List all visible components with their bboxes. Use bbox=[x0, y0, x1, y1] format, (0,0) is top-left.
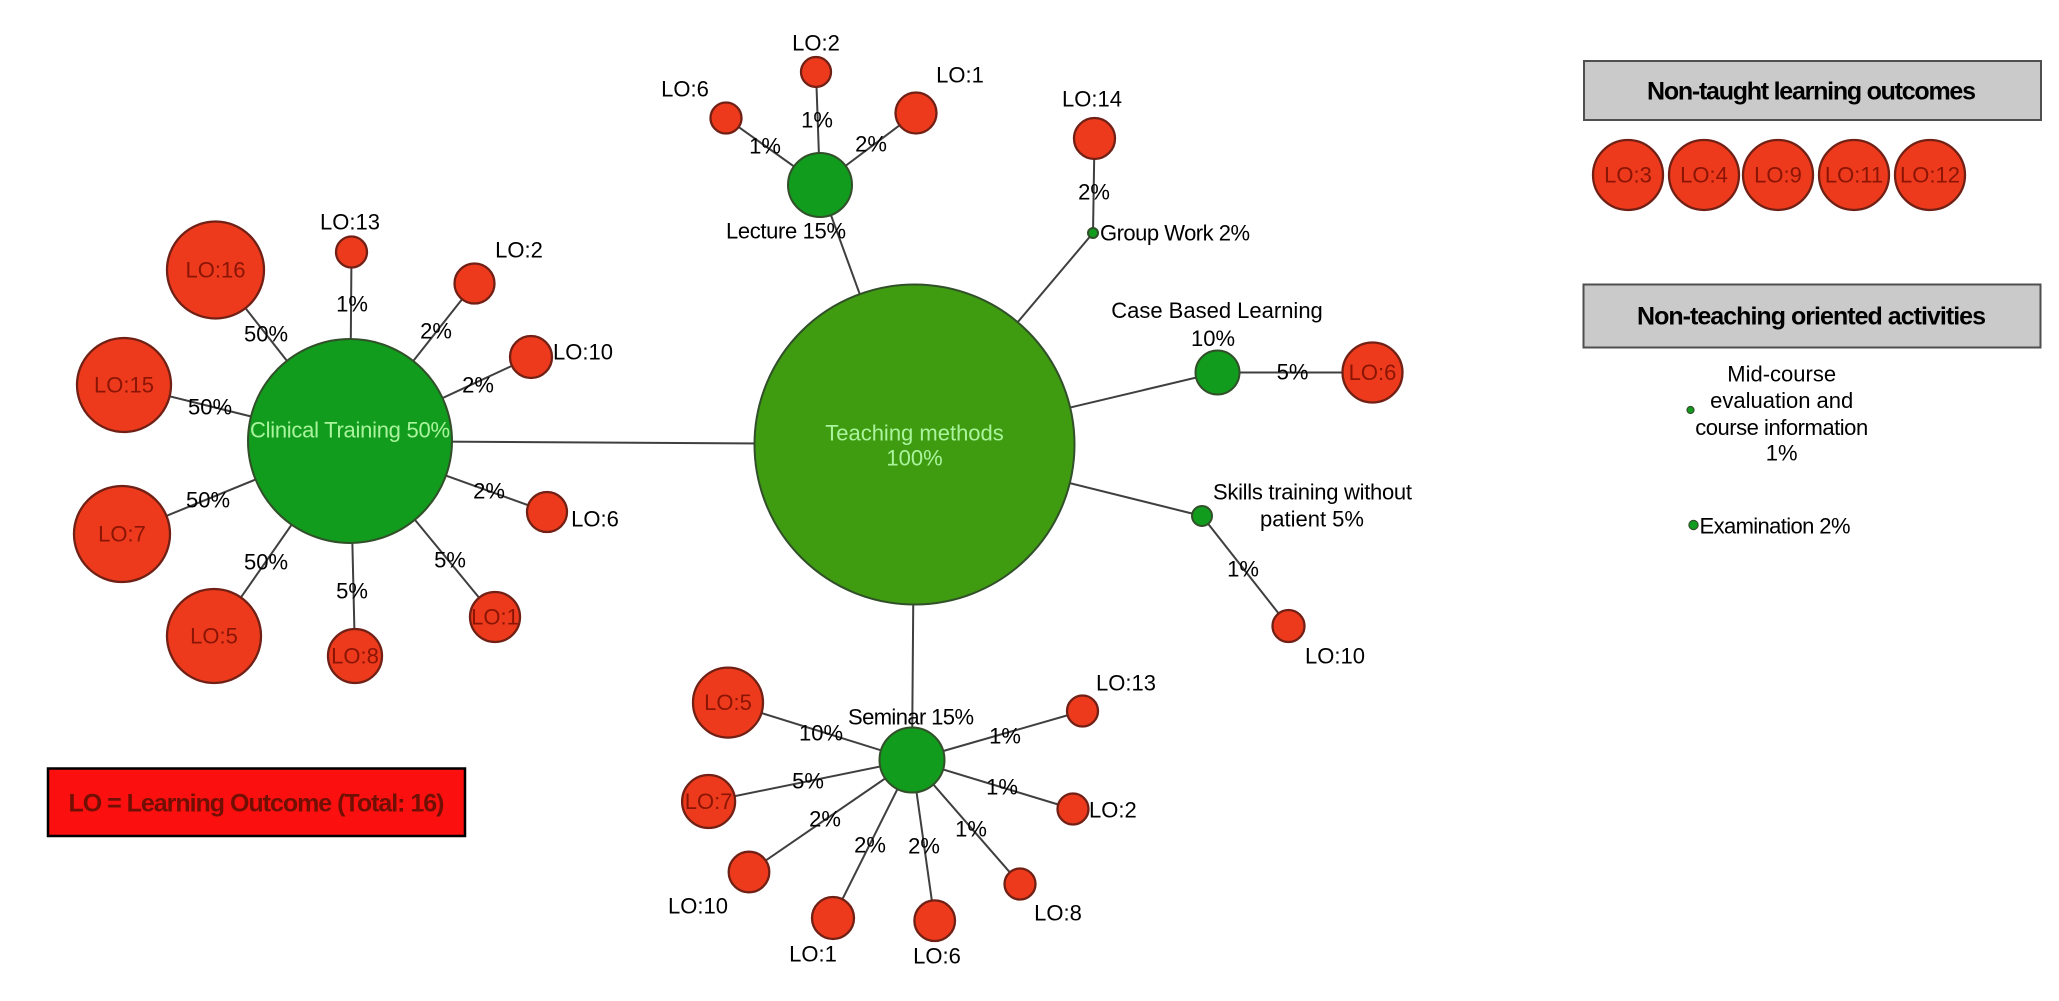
svg-text:course information: course information bbox=[1695, 415, 1868, 440]
svg-text:50%: 50% bbox=[244, 322, 288, 347]
svg-text:Teaching methods: Teaching methods bbox=[825, 421, 1004, 446]
svg-text:1%: 1% bbox=[1227, 557, 1259, 582]
svg-text:LO:6: LO:6 bbox=[1349, 360, 1397, 385]
svg-text:LO:5: LO:5 bbox=[704, 690, 752, 715]
svg-text:LO:16: LO:16 bbox=[186, 258, 246, 283]
svg-text:LO:12: LO:12 bbox=[1900, 163, 1960, 188]
svg-text:LO:13: LO:13 bbox=[320, 210, 380, 235]
svg-text:50%: 50% bbox=[244, 550, 288, 575]
svg-text:1%: 1% bbox=[336, 292, 368, 317]
svg-text:LO:11: LO:11 bbox=[1825, 163, 1883, 188]
svg-text:LO:1: LO:1 bbox=[789, 942, 837, 967]
svg-text:10%: 10% bbox=[1191, 326, 1235, 351]
svg-text:LO:5: LO:5 bbox=[190, 624, 238, 649]
svg-text:1%: 1% bbox=[749, 134, 781, 159]
svg-text:Mid-course: Mid-course bbox=[1727, 362, 1836, 387]
svg-text:LO:2: LO:2 bbox=[495, 238, 543, 263]
svg-text:2%: 2% bbox=[854, 833, 886, 858]
svg-text:LO:1: LO:1 bbox=[936, 63, 984, 88]
svg-text:50%: 50% bbox=[188, 395, 232, 420]
svg-text:1%: 1% bbox=[986, 775, 1018, 800]
svg-text:LO:6: LO:6 bbox=[913, 944, 961, 969]
svg-text:evaluation and: evaluation and bbox=[1710, 388, 1853, 413]
svg-text:Group Work 2%: Group Work 2% bbox=[1100, 221, 1250, 246]
svg-text:5%: 5% bbox=[434, 548, 466, 573]
svg-text:LO:6: LO:6 bbox=[661, 77, 709, 102]
svg-text:LO:10: LO:10 bbox=[668, 894, 728, 919]
svg-text:LO:10: LO:10 bbox=[1305, 644, 1365, 669]
svg-text:5%: 5% bbox=[792, 769, 824, 794]
svg-text:50%: 50% bbox=[186, 488, 230, 513]
svg-text:5%: 5% bbox=[1277, 360, 1309, 385]
svg-text:LO:15: LO:15 bbox=[94, 373, 154, 398]
svg-text:LO:8: LO:8 bbox=[331, 644, 379, 669]
svg-text:Skills training without: Skills training without bbox=[1213, 480, 1412, 505]
svg-text:LO:14: LO:14 bbox=[1062, 87, 1122, 112]
svg-text:Clinical Training 50%: Clinical Training 50% bbox=[250, 418, 450, 443]
svg-text:LO:4: LO:4 bbox=[1680, 163, 1728, 188]
svg-text:2%: 2% bbox=[809, 807, 841, 832]
svg-text:100%: 100% bbox=[886, 446, 942, 471]
svg-text:Case Based Learning: Case Based Learning bbox=[1111, 298, 1323, 323]
svg-text:Lecture 15%: Lecture 15% bbox=[726, 219, 846, 244]
svg-text:LO = Learning Outcome (Total:: LO = Learning Outcome (Total: 16) bbox=[69, 790, 445, 818]
svg-text:Non-taught learning outcomes: Non-taught learning outcomes bbox=[1647, 78, 1976, 106]
svg-text:1%: 1% bbox=[1766, 441, 1798, 466]
svg-text:LO:7: LO:7 bbox=[685, 789, 733, 814]
svg-text:LO:1: LO:1 bbox=[471, 605, 519, 630]
svg-text:5%: 5% bbox=[336, 579, 368, 604]
svg-text:2%: 2% bbox=[473, 479, 505, 504]
svg-text:Examination 2%: Examination 2% bbox=[1700, 514, 1851, 539]
svg-text:10%: 10% bbox=[799, 721, 843, 746]
svg-text:2%: 2% bbox=[420, 319, 452, 344]
svg-text:2%: 2% bbox=[1078, 180, 1110, 205]
svg-text:LO:6: LO:6 bbox=[571, 507, 619, 532]
svg-text:LO:13: LO:13 bbox=[1096, 671, 1156, 696]
svg-text:patient 5%: patient 5% bbox=[1260, 507, 1364, 532]
svg-text:1%: 1% bbox=[989, 724, 1021, 749]
svg-text:LO:2: LO:2 bbox=[1089, 798, 1137, 823]
svg-text:LO:8: LO:8 bbox=[1034, 901, 1082, 926]
svg-text:LO:7: LO:7 bbox=[98, 522, 146, 547]
svg-text:LO:10: LO:10 bbox=[553, 340, 613, 365]
svg-text:LO:3: LO:3 bbox=[1604, 163, 1652, 188]
svg-text:1%: 1% bbox=[955, 817, 987, 842]
svg-text:LO:9: LO:9 bbox=[1754, 163, 1802, 188]
svg-text:Seminar 15%: Seminar 15% bbox=[848, 705, 974, 730]
svg-text:Non-teaching oriented activiti: Non-teaching oriented activities bbox=[1637, 303, 1986, 331]
svg-text:LO:2: LO:2 bbox=[792, 31, 840, 56]
svg-text:1%: 1% bbox=[801, 108, 833, 133]
svg-text:2%: 2% bbox=[855, 132, 887, 157]
svg-text:2%: 2% bbox=[908, 834, 940, 859]
svg-text:2%: 2% bbox=[462, 373, 494, 398]
